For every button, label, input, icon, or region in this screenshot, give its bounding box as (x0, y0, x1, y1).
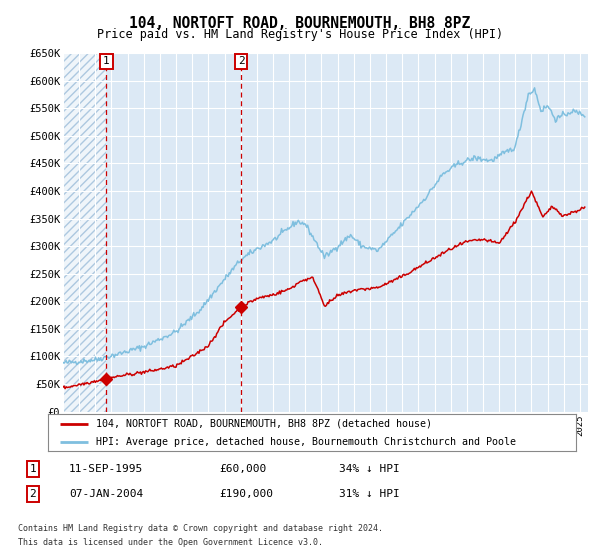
Text: £60,000: £60,000 (219, 464, 266, 474)
Text: 2: 2 (238, 57, 244, 67)
Text: 104, NORTOFT ROAD, BOURNEMOUTH, BH8 8PZ: 104, NORTOFT ROAD, BOURNEMOUTH, BH8 8PZ (130, 16, 470, 31)
Bar (63, 53, 106, 412)
Text: 104, NORTOFT ROAD, BOURNEMOUTH, BH8 8PZ (detached house): 104, NORTOFT ROAD, BOURNEMOUTH, BH8 8PZ … (95, 419, 431, 429)
Text: 34% ↓ HPI: 34% ↓ HPI (339, 464, 400, 474)
Bar (106, 53, 241, 412)
Text: Price paid vs. HM Land Registry's House Price Index (HPI): Price paid vs. HM Land Registry's House … (97, 28, 503, 41)
Text: This data is licensed under the Open Government Licence v3.0.: This data is licensed under the Open Gov… (18, 538, 323, 547)
Text: £190,000: £190,000 (219, 489, 273, 499)
Text: 11-SEP-1995: 11-SEP-1995 (69, 464, 143, 474)
Text: 1: 1 (29, 464, 37, 474)
Text: 1: 1 (103, 57, 110, 67)
Text: 2: 2 (29, 489, 37, 499)
Text: 07-JAN-2004: 07-JAN-2004 (69, 489, 143, 499)
Bar (63, 53, 106, 412)
Bar (241, 53, 588, 412)
Text: HPI: Average price, detached house, Bournemouth Christchurch and Poole: HPI: Average price, detached house, Bour… (95, 437, 515, 446)
Text: 31% ↓ HPI: 31% ↓ HPI (339, 489, 400, 499)
Text: Contains HM Land Registry data © Crown copyright and database right 2024.: Contains HM Land Registry data © Crown c… (18, 524, 383, 533)
